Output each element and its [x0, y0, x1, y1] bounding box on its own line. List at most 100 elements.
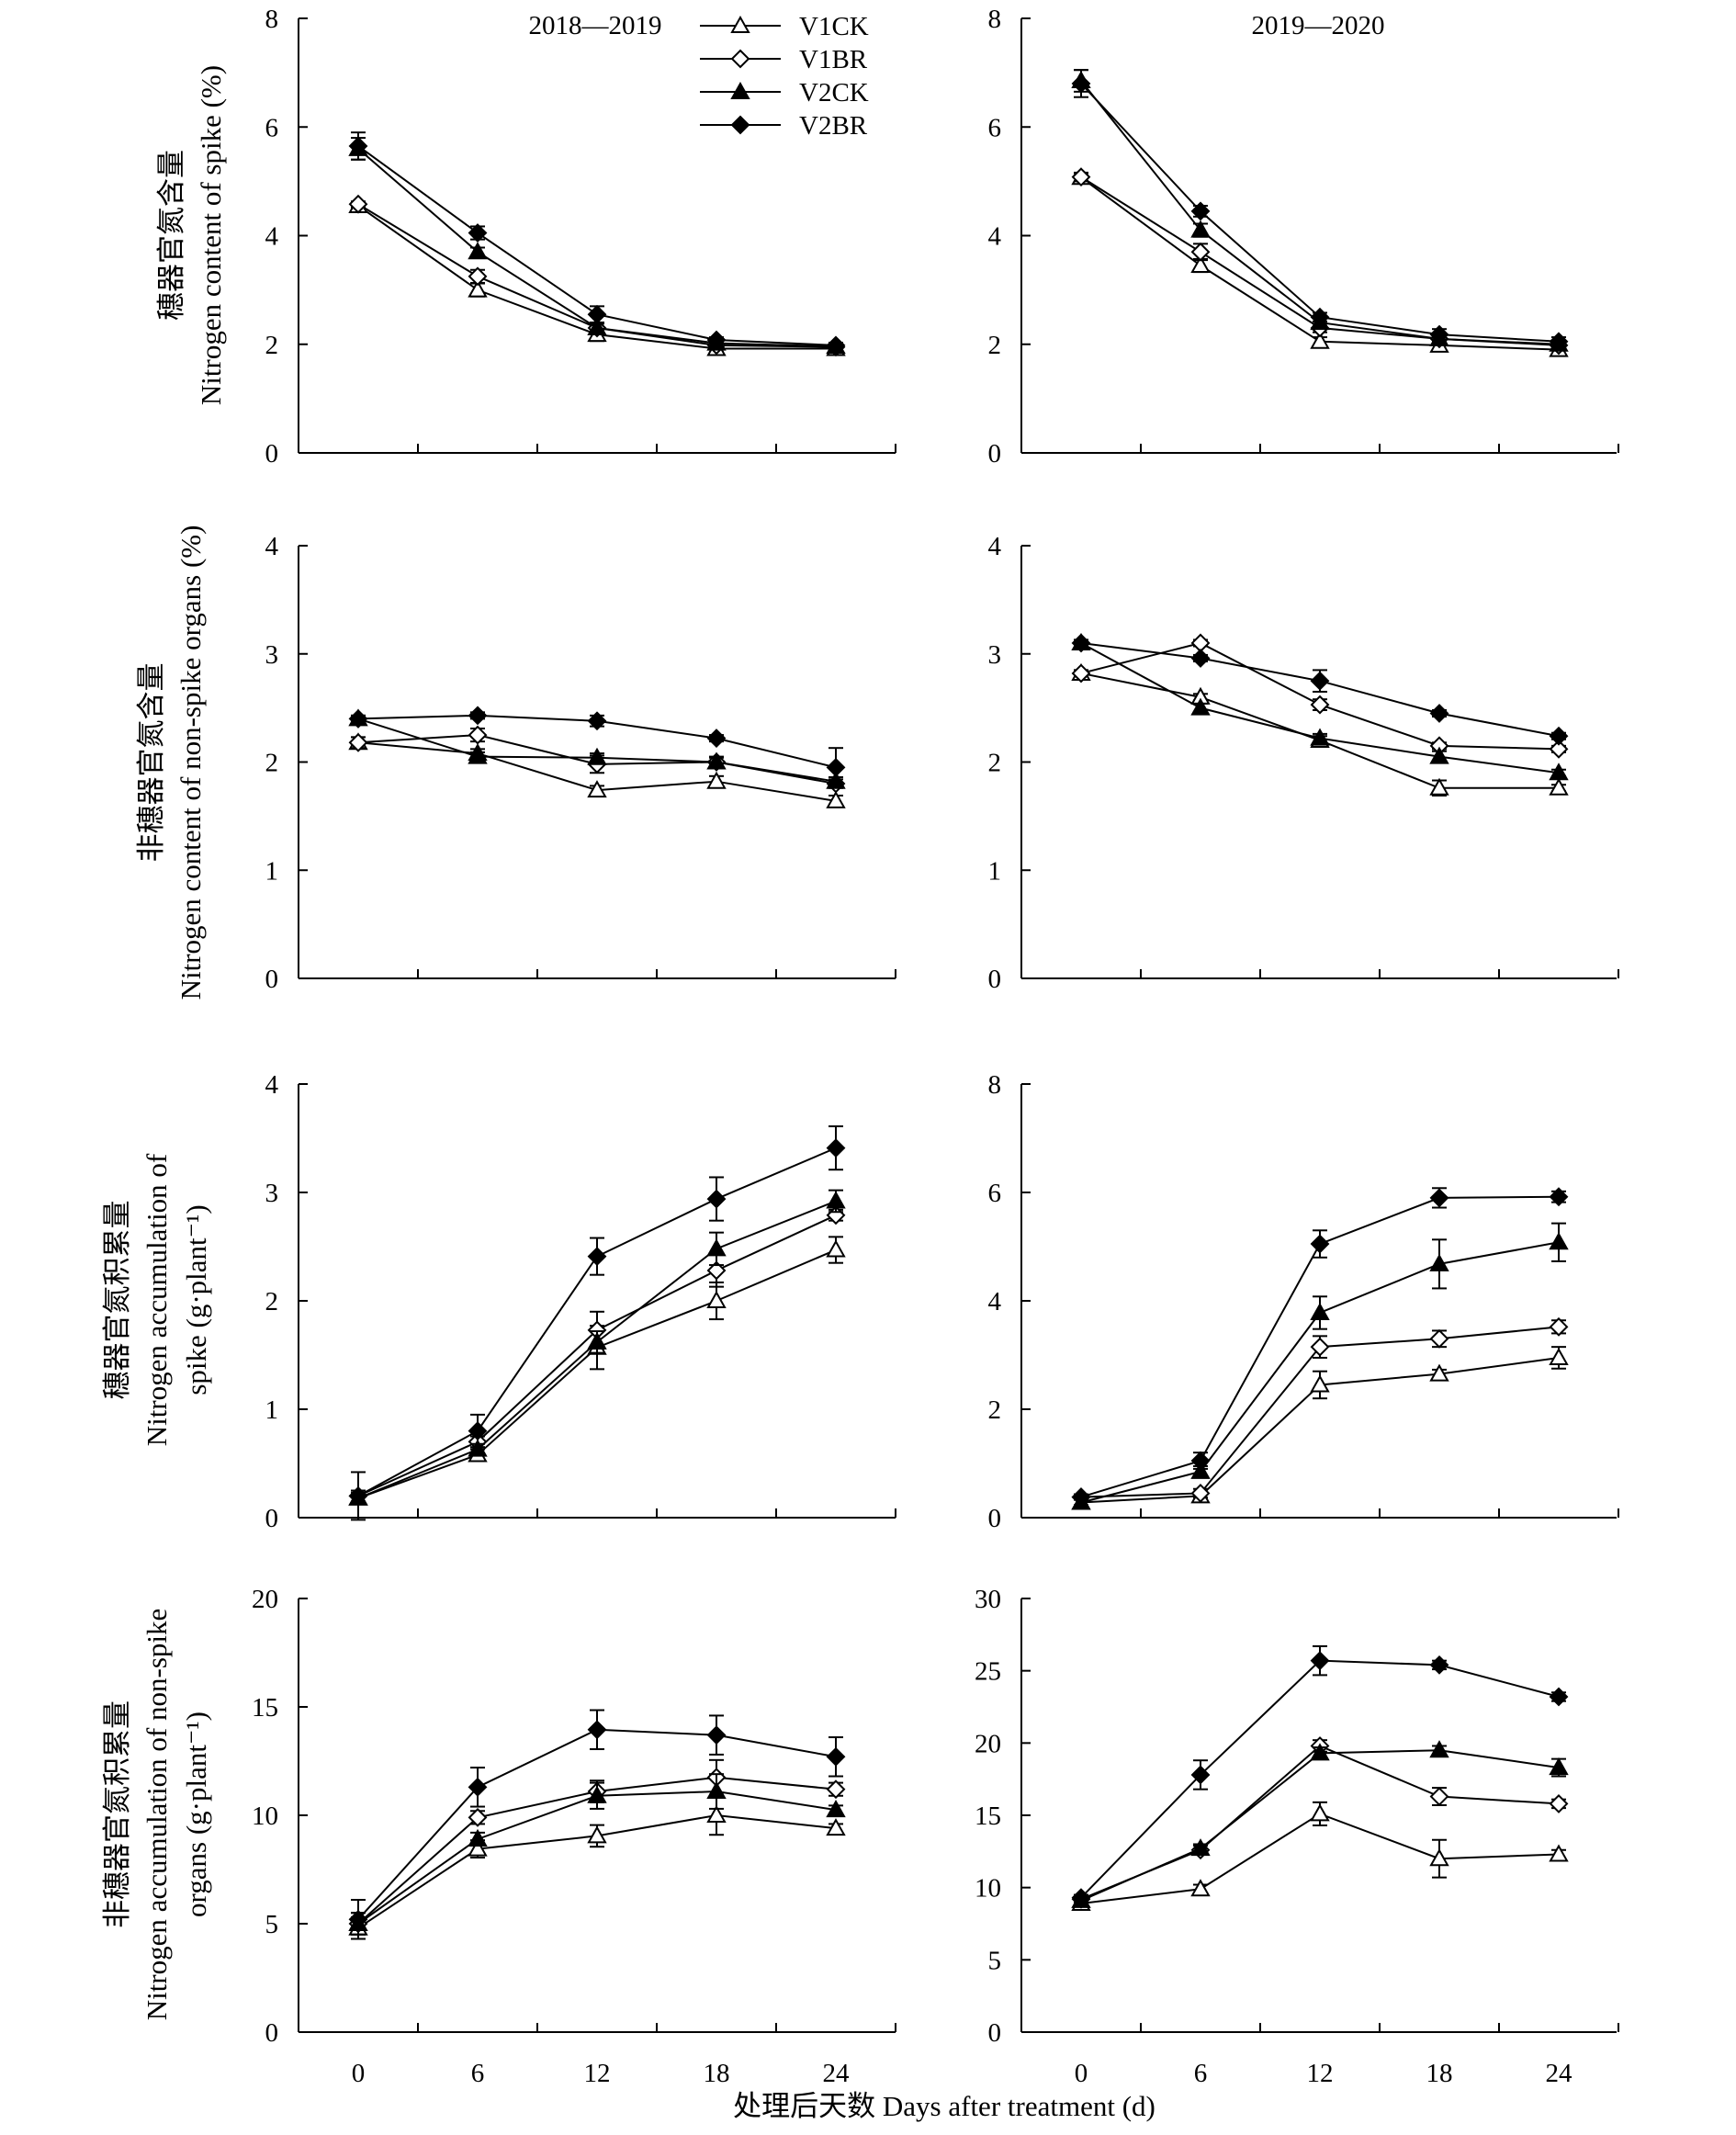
data-point	[1071, 1888, 1091, 1908]
legend-marker	[730, 49, 750, 69]
series-V2BR	[1071, 1644, 1569, 1908]
data-point	[826, 790, 846, 808]
data-point	[468, 223, 488, 243]
y-axis-title-row-1: 穗器官氮含量 Nitrogen content of spike (%)	[155, 65, 227, 405]
data-point	[1549, 777, 1569, 796]
data-point	[468, 1777, 488, 1797]
y-tick-label: 1	[265, 1395, 279, 1425]
legend-label: V2BR	[799, 111, 868, 141]
panel-3-left: 0 1 2 3 4	[265, 1070, 896, 1533]
x-tick-label: 18	[704, 2059, 730, 2088]
data-point	[468, 1807, 488, 1827]
y-tick-label: 4	[265, 222, 279, 252]
data-point	[826, 1818, 846, 1836]
data-point	[1310, 1651, 1330, 1671]
data-point	[706, 1804, 727, 1823]
y-axis-title-line: Nitrogen content of spike (%)	[195, 65, 227, 405]
y-tick-label: 4	[988, 532, 1002, 561]
series-line	[1080, 1659, 1560, 1899]
data-point	[468, 1439, 488, 1457]
data-point	[1190, 1879, 1211, 1897]
data-point	[348, 708, 368, 729]
y-tick-label: 4	[265, 532, 279, 561]
y-tick-label: 4	[988, 1287, 1002, 1316]
data-point	[587, 1331, 607, 1350]
series-V1CK	[1071, 1801, 1569, 1911]
data-point	[348, 194, 368, 214]
data-point	[1549, 762, 1569, 781]
data-point	[1429, 1655, 1449, 1675]
x-tick-label: 0	[1075, 2059, 1088, 2088]
data-point	[706, 1781, 727, 1800]
data-point	[826, 1800, 846, 1818]
panel-1-left: 0 2 4 6 8	[265, 5, 896, 469]
y-tick-label: 8	[265, 5, 279, 34]
data-point	[1190, 1765, 1211, 1785]
y-tick-label: 3	[265, 640, 279, 670]
data-point	[587, 1247, 607, 1267]
x-tick-label: 18	[1426, 2059, 1453, 2088]
data-point	[468, 706, 488, 726]
series-V2BR	[348, 706, 846, 788]
y-tick-label: 4	[988, 222, 1002, 252]
data-point	[706, 1189, 727, 1209]
data-point	[826, 1191, 846, 1209]
data-point	[1549, 1316, 1569, 1337]
data-point	[1429, 1787, 1449, 1806]
data-point	[1549, 1687, 1569, 1707]
legend-marker	[730, 15, 750, 33]
series-V2BR	[348, 1709, 846, 1940]
data-point	[1429, 1188, 1449, 1208]
legend-marker	[730, 81, 750, 99]
y-tick-label: 10	[252, 1802, 278, 1831]
y-axis-title-line: 非穗器官氮积累量	[101, 1700, 133, 1928]
panel-2-right: 0 1 2 3 4	[988, 532, 1619, 994]
y-axis-title-line: organs (g·plant⁻¹)	[180, 1711, 212, 1917]
x-tick-label: 12	[1307, 2059, 1334, 2088]
data-point	[468, 1838, 488, 1857]
data-point	[468, 266, 488, 287]
y-tick-label: 4	[265, 1070, 279, 1100]
y-axis-title-row-2: 非穗器官氮含量 Nitrogen content of non-spike org…	[135, 525, 207, 1000]
panel-1-right: 0 2 4 6 8	[988, 5, 1619, 469]
y-axis-title-line: Nitrogen content of non-spike organs (%)	[175, 525, 207, 1000]
data-point	[706, 330, 727, 350]
data-point	[1190, 1838, 1211, 1857]
series-V2BR	[1071, 69, 1569, 352]
series-V1BR	[1071, 1316, 1569, 1507]
data-point	[826, 1239, 846, 1258]
data-point	[1190, 254, 1211, 274]
series-V1CK	[348, 1794, 846, 1940]
series-line	[357, 1248, 837, 1499]
y-tick-label: 6	[988, 113, 1002, 142]
data-point	[1310, 307, 1330, 327]
series-V2CK	[348, 1189, 846, 1506]
data-point	[706, 1725, 727, 1745]
data-point	[1071, 73, 1091, 94]
data-point	[348, 136, 368, 156]
data-point	[468, 279, 488, 298]
y-tick-label: 6	[265, 113, 279, 142]
data-point	[1190, 1484, 1211, 1503]
data-point	[1429, 746, 1449, 764]
x-axis-title: 处理后天数 Days after treatment (d)	[733, 2090, 1155, 2122]
data-point	[1190, 242, 1211, 262]
data-point	[826, 1746, 846, 1767]
y-tick-label: 30	[975, 1585, 1001, 1614]
x-tick-label: 24	[823, 2059, 851, 2088]
series-V2BR	[348, 131, 846, 356]
data-point	[1549, 726, 1569, 746]
data-point	[1310, 728, 1330, 746]
legend-label: V1CK	[799, 12, 869, 41]
data-point	[1190, 649, 1211, 668]
data-point	[468, 242, 488, 260]
y-tick-label: 2	[988, 331, 1002, 360]
y-tick-label: 1	[988, 856, 1002, 886]
data-point	[1310, 1803, 1330, 1822]
x-tick-label: 12	[584, 2059, 611, 2088]
data-point	[468, 725, 488, 745]
series-line	[1080, 80, 1560, 345]
y-tick-label: 0	[265, 439, 279, 469]
series-line	[357, 1790, 837, 1925]
